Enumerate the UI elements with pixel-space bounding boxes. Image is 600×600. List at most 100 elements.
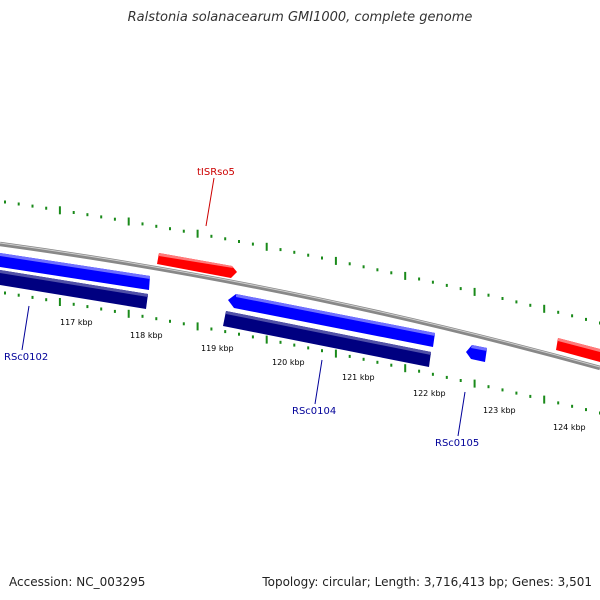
inner-scale-tick-minor	[459, 379, 462, 382]
inner-scale-ticks	[4, 291, 600, 415]
outer-scale-tick-minor	[155, 224, 158, 228]
outer-scale-tick-minor	[100, 215, 103, 219]
inner-scale-tick-minor	[238, 332, 240, 336]
outer-scale-tick-minor	[487, 293, 490, 297]
outer-scale-tick-minor	[307, 253, 310, 257]
outer-scale-tick-minor	[585, 317, 587, 321]
inner-scale-tick-minor	[571, 404, 574, 408]
label-tisrso5[interactable]: tISRso5	[197, 167, 235, 178]
outer-scale-tick-major	[58, 206, 61, 215]
inner-scale-tick-minor	[210, 327, 213, 331]
inner-scale-tick-minor	[307, 346, 310, 350]
outer-scale-tick-major	[543, 304, 546, 313]
inner-scale-tick-minor	[182, 322, 185, 326]
gene-rsc0105-bar[interactable]	[466, 345, 487, 362]
inner-scale-tick-major	[334, 349, 337, 358]
outer-scale-tick-minor	[529, 303, 532, 307]
cds-rsc0104-bar[interactable]	[223, 311, 431, 367]
inner-scale-tick-minor	[4, 291, 6, 295]
topology-value: circular	[322, 575, 367, 589]
feature-forward-right[interactable]	[556, 338, 600, 362]
outer-scale-tick-minor	[251, 242, 254, 246]
outer-scale-tick-minor	[31, 204, 34, 208]
leader-rsc0102	[21, 305, 30, 351]
inner-scale-tick-minor	[251, 335, 254, 339]
inner-scale-tick-major	[265, 335, 268, 344]
inner-scale-tick-minor	[487, 385, 490, 389]
inner-scale-tick-minor	[321, 349, 323, 353]
outer-scale-tick-minor	[362, 265, 365, 269]
label-rsc0105[interactable]: RSc0105	[435, 438, 479, 449]
outer-scale-tick-minor	[86, 213, 89, 217]
outer-scale-tick-minor	[293, 250, 296, 254]
inner-scale-tick-minor	[557, 401, 560, 405]
label-rsc0104[interactable]: RSc0104	[292, 406, 336, 417]
outer-scale-tick-minor	[515, 300, 518, 304]
inner-scale-tick-minor	[585, 408, 587, 412]
outer-scale-tick-minor	[113, 217, 116, 221]
leader-rsc0104	[314, 359, 323, 405]
outer-scale-tick-minor	[571, 314, 574, 318]
inner-scale-tick-minor	[279, 340, 282, 344]
outer-scale-tick-major	[334, 256, 337, 265]
accession-info: Accession: NC_003295	[9, 575, 145, 589]
accession-label: Accession:	[9, 575, 73, 589]
outer-scale-tick-minor	[45, 206, 48, 210]
outer-scale-tick-minor	[279, 248, 282, 252]
genes-value: 3,501	[557, 575, 592, 589]
inner-scale-tick-minor	[515, 391, 518, 395]
outer-scale-tick-minor	[141, 222, 144, 226]
inner-scale-tick-major	[404, 364, 407, 373]
tick-label-117: 117 kbp	[60, 318, 93, 327]
map-title: Ralstonia solanacearum GMI1000, complete…	[127, 10, 473, 25]
outer-scale-tick-minor	[557, 310, 560, 314]
leader-tisrso5	[205, 177, 215, 227]
outer-scale-tick-minor	[238, 240, 240, 243]
tick-label-123: 123 kbp	[483, 406, 516, 415]
outer-scale-tick-minor	[390, 271, 393, 275]
tick-label-120: 120 kbp	[272, 358, 305, 367]
inner-scale-tick-minor	[376, 360, 379, 364]
inner-scale-tick-major	[58, 298, 61, 306]
accession-value: NC_003295	[76, 575, 146, 589]
leader-rsc0105	[457, 391, 466, 437]
outer-scale-tick-minor	[4, 200, 6, 204]
length-value: 3,716,413 bp	[423, 575, 504, 589]
genome-summary: Topology: circular; Length: 3,716,413 bp…	[262, 575, 592, 589]
inner-scale-tick-minor	[293, 343, 296, 347]
outer-scale-tick-minor	[169, 227, 171, 231]
inner-scale-tick-minor	[431, 372, 434, 376]
inner-scale-tick-minor	[113, 309, 116, 313]
outer-scale-tick-minor	[445, 283, 448, 287]
outer-scale-tick-minor	[72, 211, 75, 214]
tick-label-122: 122 kbp	[413, 389, 446, 398]
inner-scale-tick-minor	[155, 317, 158, 321]
topology-label: Topology:	[262, 575, 319, 589]
outer-scale-tick-minor	[321, 256, 323, 260]
inner-scale-tick-minor	[45, 298, 48, 302]
outer-scale-ticks	[4, 200, 600, 325]
outer-scale-tick-minor	[501, 297, 504, 300]
genome-backbone-highlight	[0, 242, 600, 368]
inner-scale-tick-major	[127, 309, 130, 318]
label-rsc0102[interactable]: RSc0102	[4, 352, 48, 363]
inner-scale-tick-minor	[169, 319, 171, 323]
inner-scale-tick-major	[196, 322, 199, 331]
feature-tisrso5[interactable]	[157, 253, 237, 278]
cds-rsc0102-bar[interactable]	[0, 270, 148, 309]
inner-scale-tick-minor	[100, 307, 103, 311]
outer-scale-tick-major	[127, 217, 130, 226]
inner-scale-tick-major	[543, 395, 546, 404]
outer-scale-tick-minor	[182, 229, 185, 233]
gene-rsc0104-bar[interactable]	[228, 294, 435, 347]
inner-scale-tick-minor	[141, 314, 144, 318]
outer-scale-tick-major	[196, 229, 199, 238]
inner-scale-tick-minor	[529, 394, 532, 398]
outer-scale-tick-minor	[459, 287, 462, 291]
outer-scale-tick-minor	[418, 277, 421, 281]
outer-scale-tick-minor	[376, 268, 379, 272]
inner-scale-tick-minor	[418, 369, 421, 373]
inner-scale-tick-minor	[31, 295, 34, 299]
gene-rsc0102-bar[interactable]	[0, 253, 150, 290]
